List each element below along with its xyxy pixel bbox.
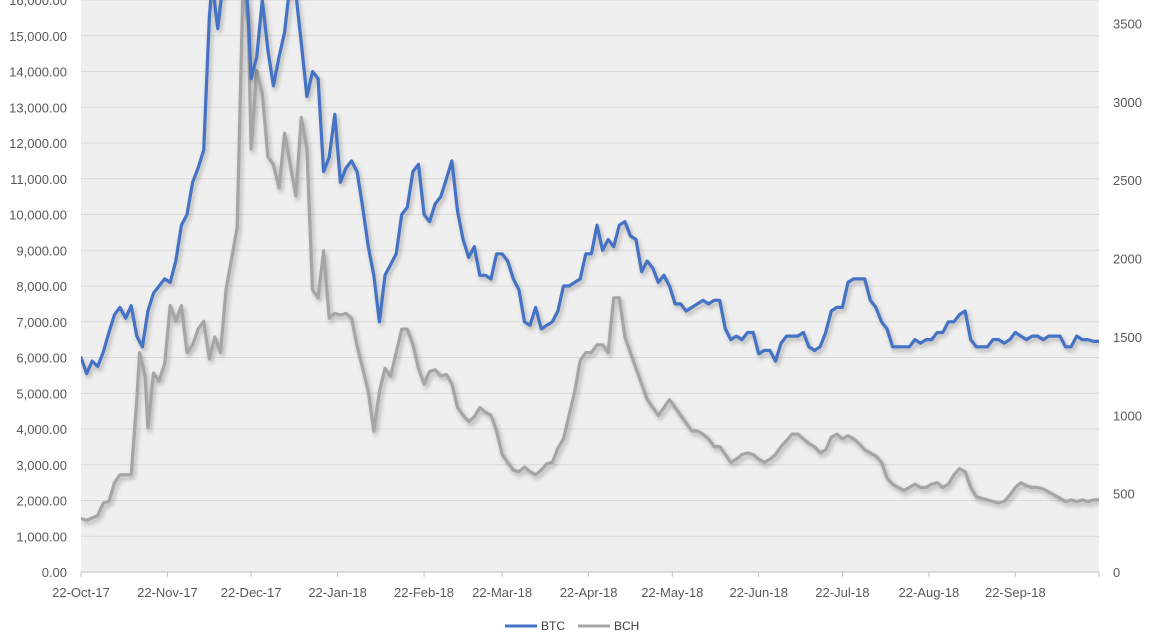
y-tick-label: 11,000.00 [10,172,67,187]
x-tick-label: 22-Nov-17 [137,585,198,600]
y-tick-label: 10,000.00 [9,208,67,223]
y-tick-label: 8,000.00 [16,279,67,294]
y2-tick-label: 2000 [1113,252,1142,267]
y-tick-label: 4,000.00 [16,422,67,437]
y-tick-label: 14,000.00 [9,65,67,80]
x-tick-label: 22-Feb-18 [394,585,454,600]
y2-tick-label: 2500 [1113,173,1142,188]
x-tick-label: 22-Aug-18 [899,585,960,600]
y-tick-label: 7,000.00 [16,315,67,330]
y-tick-label: 3,000.00 [16,458,67,473]
y2-tick-label: 3500 [1113,17,1142,32]
x-tick-label: 22-Jun-18 [729,585,788,600]
y2-tick-label: 1000 [1113,408,1142,423]
x-tick-label: 22-Apr-18 [560,585,618,600]
y-axis-right: 0 500 1000 1500 2000 2500 3000 3500 [1113,17,1142,580]
y2-tick-label: 500 [1113,487,1135,502]
x-axis: 22-Oct-17 22-Nov-17 22-Dec-17 22-Jan-18 22-F… [52,571,1100,600]
y-tick-label: 2,000.00 [16,494,67,509]
series-layer [81,0,1099,526]
y-tick-label: 16,000.00 [9,0,67,8]
legend-label-btc: BTC [541,619,565,633]
x-tick-label: 22-May-18 [641,585,703,600]
x-tick-label: 22-Sep-18 [985,585,1046,600]
y-tick-label: 1,000.00 [16,529,67,544]
y2-tick-label: 0 [1113,565,1120,580]
series-shadow-btc [81,0,1099,379]
x-tick-label: 22-Mar-18 [472,585,532,600]
y-tick-label: 6,000.00 [16,351,67,366]
x-tick-label: 22-Oct-17 [52,585,110,600]
y-tick-label: 12,000.00 [9,136,67,151]
y-tick-label: 13,000.00 [9,100,67,115]
y-axis-left: 0.00 1,000.00 2,000.00 3,000.00 4,000.00 5,00… [9,0,67,580]
gridlines [81,0,1099,537]
y-tick-label: 0.00 [42,565,67,580]
x-tick-label: 22-Jul-18 [815,585,869,600]
x-tick-label: 22-Jan-18 [308,585,367,600]
legend: BTC BCH [505,619,639,633]
y-tick-label: 5,000.00 [16,386,67,401]
y2-tick-label: 3000 [1113,95,1142,110]
x-tick-label: 22-Dec-17 [221,585,282,600]
series-line-btc [81,0,1099,376]
y-tick-label: 9,000.00 [16,243,67,258]
y2-tick-label: 1500 [1113,330,1142,345]
y-tick-label: 15,000.00 [9,29,67,44]
legend-label-bch: BCH [614,619,639,633]
